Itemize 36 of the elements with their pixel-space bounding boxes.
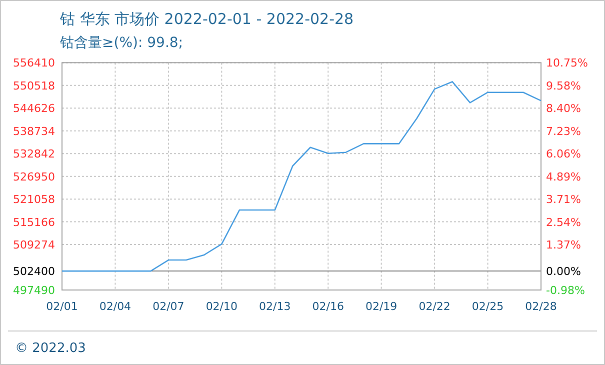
x-tick-label: 02/10 xyxy=(206,300,238,313)
y2-tick-label: 1.37% xyxy=(546,238,581,252)
x-tick-label: 02/25 xyxy=(472,300,504,313)
y-tick-label: 556410 xyxy=(13,56,55,70)
y2-tick-label: 6.06% xyxy=(546,148,581,161)
line-series xyxy=(61,81,542,272)
y-tick-label: 550518 xyxy=(13,79,55,92)
x-tick-label: 02/04 xyxy=(99,300,132,313)
y2-tick-label: 2.54% xyxy=(546,216,581,229)
x-tick-label: 02/19 xyxy=(365,300,398,313)
y2-tick-label: 3.71% xyxy=(546,193,581,206)
y2-tick-label: 0.00% xyxy=(546,265,581,278)
x-tick-label: 02/13 xyxy=(259,300,291,313)
y-tick-label: 497490 xyxy=(13,284,55,297)
chart-subtitle: 钴含量≥(%): 99.8; xyxy=(59,35,184,51)
y2-tick-label: 7.23% xyxy=(546,124,581,138)
y-tick-label: 509274 xyxy=(13,238,55,252)
y2-tick-label: 10.75% xyxy=(546,56,588,70)
x-tick-label: 02/28 xyxy=(525,300,557,313)
y-tick-label: 532842 xyxy=(13,148,55,161)
y2-tick-label: -0.98% xyxy=(546,284,585,297)
y-tick-label: 538734 xyxy=(13,124,55,138)
y-tick-label: 521058 xyxy=(13,193,55,206)
x-tick-label: 02/22 xyxy=(418,300,450,313)
y2-tick-label: 8.40% xyxy=(546,102,581,116)
x-tick-label: 02/07 xyxy=(152,300,184,313)
x-tick-label: 02/01 xyxy=(46,300,78,313)
y-tick-label: 526950 xyxy=(13,170,55,184)
y-tick-label: 515166 xyxy=(13,216,55,229)
text: © 2022.03 xyxy=(15,341,86,356)
y-tick-label: 544626 xyxy=(13,102,55,116)
y2-tick-label: 9.58% xyxy=(546,79,581,92)
y2-tick-label: 4.89% xyxy=(546,170,581,184)
chart-title: 钴 华东 市场价 2022-02-01 - 2022-02-28 xyxy=(59,10,354,28)
x-tick-label: 02/16 xyxy=(312,300,344,313)
y-tick-label: 502400 xyxy=(13,265,55,278)
